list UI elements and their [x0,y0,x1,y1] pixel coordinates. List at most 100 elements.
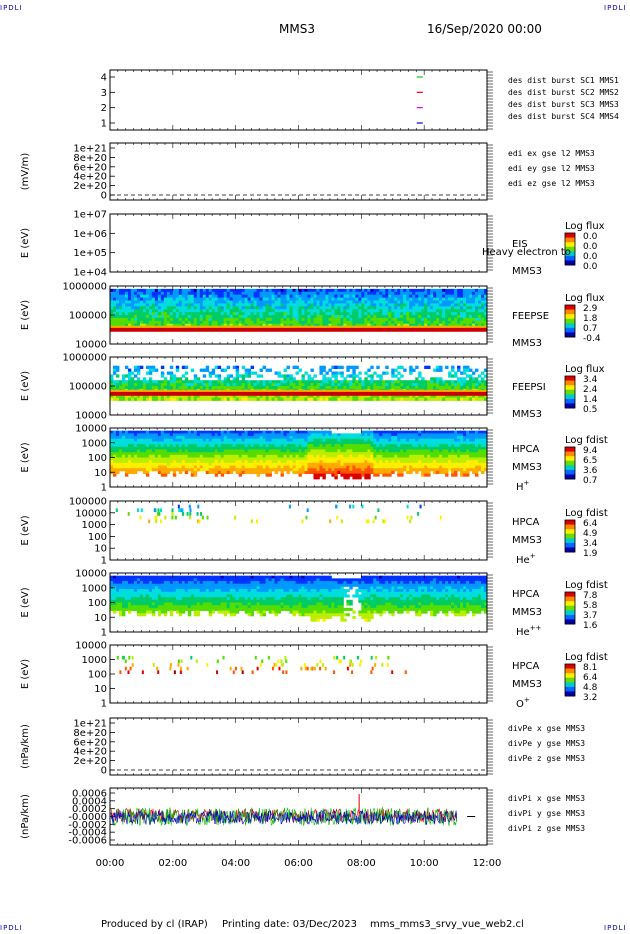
panel-hpca_h-cell [364,449,368,453]
panel-feepse-cell [235,320,240,325]
panel-feepse-cell [199,312,204,316]
panel-feepse-cell [334,312,338,316]
panel-hpca_h-cell [352,465,356,469]
panel-feepsi-cell [373,386,377,390]
panel-edi-y-tick-label: 0 [101,191,107,202]
panel-feepsi-cell [226,397,231,401]
panel-feepsi-cell [418,386,422,390]
panel-hpca_h-cell [226,462,231,466]
panel-hpca_h-cell [124,473,129,477]
panel-feepsi-cell [112,394,117,398]
panel-feepse-cell [436,294,440,298]
panel-feepse-cell [268,320,272,325]
panel-feepse-cell [229,309,234,313]
panel-feepse-cell [385,315,389,319]
panel-hpca_h-cell [226,436,231,440]
panel-feepse-cell [460,303,464,307]
panel-feepse-cell [361,291,365,296]
panel-feepse-cell [136,300,141,304]
panel-feepse-cell [139,294,144,298]
panel-feepsi-cell [403,380,407,384]
panel-feepse-colorbar-frame [564,304,576,338]
panel-feepse-cell [214,317,219,322]
panel-feepse-cell [283,297,287,301]
panel-feepse-cell [139,312,144,316]
panel-feepsi-cell [334,365,338,369]
panel-feepsi-cell [448,371,452,375]
panel-hpca_h-cell [130,460,135,464]
panel-hpca_h-cell [124,462,129,466]
panel-feepse-cell [292,288,296,293]
panel-hpca_h-cell [220,449,225,453]
panel-feepse-cell [364,320,368,325]
panel-hpca_h-cell [238,457,243,461]
panel-hpca_h-cell [115,468,120,472]
panel-hpca_h-cell [259,462,263,466]
panel-hpca_h-cell [172,444,177,448]
panel-feepsi-cell [445,394,449,398]
panel-feepsi-cell [217,365,222,369]
panel-feepsi-cell [418,397,422,401]
panel-feepse-cell [223,317,228,322]
panel-feepse-cell [172,294,177,298]
panel-feepse-cell [451,294,455,298]
panel-feepse-cell [250,297,255,301]
panel-hpca_h-cell [124,436,129,440]
panel-feepsi-cell [193,374,198,378]
panel-hpca_h-cell [139,430,144,434]
panel-edi-legend-item: edi ez gse l2 MMS3 [508,179,595,188]
panel-feepsi-cell [247,374,252,378]
panel-feepsi-cell [370,394,374,398]
panel-hpca_h-cell [214,473,219,477]
panel-feepsi-cell [190,383,195,387]
panel-hpca_h-cell [322,468,326,472]
panel-feepse-cell [136,320,141,325]
panel-feepse-cell [382,317,386,322]
panel-feepse-cell [478,300,482,304]
panel-hpca_h-cell [292,430,296,434]
panel-feepse-cell [157,309,162,313]
panel-feepsi-cell [295,371,299,375]
panel-feepse-cell [226,306,231,310]
panel-hpca_h-cell [196,457,201,461]
panel-hpca_h-cell [307,438,311,442]
panel-feepsi-cell [340,386,344,390]
panel-feepse-cell [340,315,344,319]
panel-feepse-cell [457,288,461,293]
panel-hpca_h-cell [166,452,171,456]
panel-feepsi-cell [442,394,446,398]
panel-feepsi-cell [166,386,171,390]
panel-feepse-cell [187,294,192,298]
panel-feepse-cell [247,288,252,293]
panel-feepsi-cell [382,371,386,375]
panel-feepse-cell [307,309,311,313]
panel-feepse-cell [301,312,305,316]
panel-feepse-cell [457,294,461,298]
panel-feepse-cell [484,300,488,304]
panel-feepse-cell [223,312,228,316]
panel-feepsi-cell [385,371,389,375]
panel-feepsi-cell [313,386,317,390]
panel-hpca_h-cell [286,436,290,440]
panel-feepse-cell [256,297,261,301]
panel-feepse-cell [466,297,470,301]
panel-feepse-cell [232,291,237,296]
panel-feepse-cell [190,294,195,298]
panel-hpca_h-cell [256,436,261,440]
panel-feepsi-cell [379,377,383,381]
panel-hpca_h-cell [166,449,171,453]
panel-hpca_h-cell [172,430,177,434]
panel-hpca_h-cell [130,470,135,474]
panel-hpca_h-cell [292,470,296,474]
panel-hpca_h-cell [277,460,281,464]
panel-feepse-cell [295,303,299,307]
panel-feepse-cell [343,320,347,325]
panel-feepse-cell [142,291,147,296]
panel-hpca_h-cell [343,462,347,466]
panel-hpca_h-cell [262,446,266,450]
panel-feepsi-cell [424,394,428,398]
panel-feepsi-cell [301,374,305,378]
panel-feepsi-cell [457,377,461,381]
panel-hpca_h-cell [181,468,186,472]
